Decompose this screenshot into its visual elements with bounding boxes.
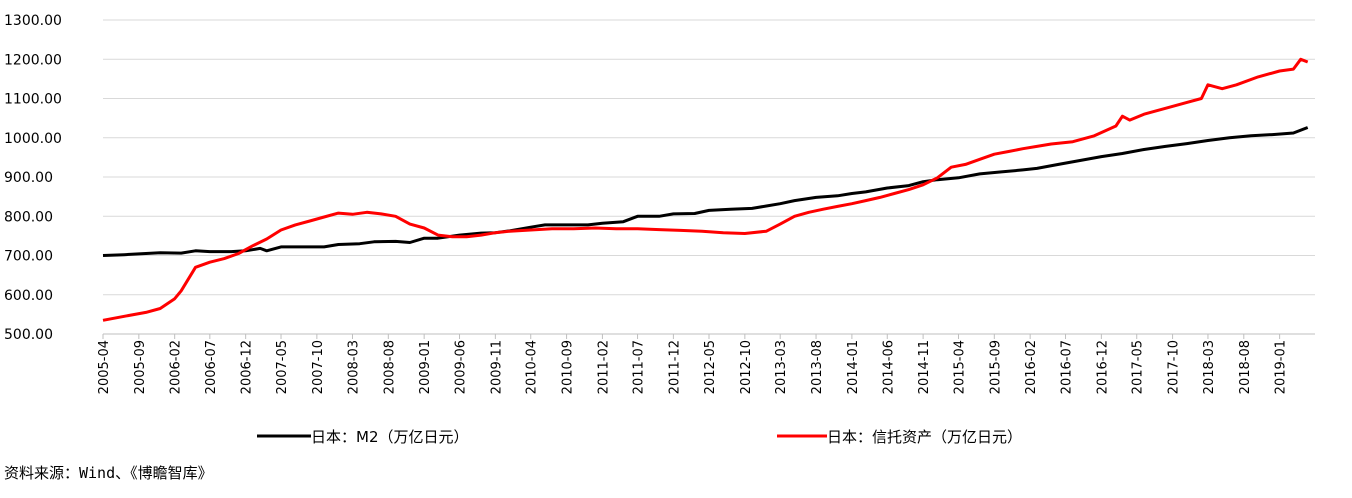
y-tick-label: 1300.00 — [4, 13, 62, 29]
x-tick-label: 2008-03 — [346, 340, 361, 394]
y-tick-label: 800.00 — [4, 209, 53, 225]
x-tick-label: 2013-08 — [810, 340, 825, 394]
x-tick-label: 2009-06 — [454, 340, 469, 394]
y-tick-label: 1000.00 — [4, 131, 62, 147]
series-lines — [102, 57, 1309, 322]
line-chart: 500.00 600.00 700.00 800.00 900.00 1000.00 110… — [4, 10, 1315, 446]
x-tick-label: 2008-08 — [382, 340, 397, 394]
y-tick-label: 600.00 — [4, 288, 53, 304]
y-axis: 500.00 600.00 700.00 800.00 900.00 1000.00 110… — [4, 13, 62, 343]
x-tick-label: 2018-08 — [1238, 340, 1253, 394]
x-tick-label: 2010-04 — [525, 340, 540, 394]
y-tick-label: 900.00 — [4, 170, 53, 186]
x-tick-label: 2012-10 — [739, 340, 754, 394]
x-tick-label: 2019-01 — [1274, 340, 1289, 394]
x-tick-label: 2007-10 — [311, 340, 326, 394]
x-tick-label: 2014-06 — [881, 340, 896, 394]
x-tick-label: 2007-05 — [275, 340, 290, 394]
x-tick-label: 2009-11 — [489, 340, 504, 394]
y-tick-label: 1200.00 — [4, 52, 62, 68]
x-tick-label: 2017-05 — [1131, 340, 1146, 394]
x-tick-label: 2006-02 — [169, 340, 184, 394]
x-tick-label: 2010-09 — [561, 340, 576, 394]
x-tick-label: 2011-12 — [667, 340, 682, 394]
legend-label-m2: 日本：M2（万亿日元） — [311, 428, 469, 446]
x-tick-label: 2016-12 — [1095, 340, 1110, 394]
grid-lines — [103, 19, 1315, 335]
x-tick-label: 2015-04 — [952, 340, 967, 394]
x-tick-label: 2009-01 — [418, 340, 433, 394]
legend: 日本：M2（万亿日元） 日本：信托资产（万亿日元） — [257, 428, 1022, 446]
chart-area: 500.00 600.00 700.00 800.00 900.00 1000.00 110… — [4, 10, 1315, 446]
x-tick-label: 2005-04 — [97, 340, 112, 394]
x-tick-label: 2017-10 — [1167, 340, 1182, 394]
x-tick-label: 2015-09 — [988, 340, 1003, 394]
x-tick-label: 2006-12 — [240, 340, 255, 394]
x-axis: 2005-04 2005-09 2006-02 2006-07 2006-12 2007-… — [97, 333, 1315, 394]
y-tick-label: 700.00 — [4, 249, 53, 265]
x-tick-label: 2018-03 — [1202, 340, 1217, 394]
x-tick-label: 2016-02 — [1024, 340, 1039, 394]
x-tick-label: 2006-07 — [204, 340, 219, 394]
source-note: 资料来源：Wind、《博瞻智库》 — [4, 464, 213, 482]
series-line-trust-assets — [102, 57, 1309, 322]
x-tick-label: 2013-03 — [774, 340, 789, 394]
x-tick-label: 2011-07 — [632, 340, 647, 394]
legend-label-trust: 日本：信托资产（万亿日元） — [827, 428, 1022, 446]
x-tick-label: 2014-11 — [917, 340, 932, 394]
x-tick-label: 2005-09 — [133, 340, 148, 394]
x-tick-label: 2011-02 — [596, 340, 611, 394]
series-line-m2 — [102, 126, 1309, 257]
x-tick-label: 2012-05 — [703, 340, 718, 394]
x-tick-label: 2016-07 — [1060, 340, 1075, 394]
y-tick-label: 1100.00 — [4, 92, 62, 108]
y-tick-label: 500.00 — [4, 327, 53, 343]
plot-background — [103, 10, 1315, 334]
x-tick-label: 2014-01 — [846, 340, 861, 394]
